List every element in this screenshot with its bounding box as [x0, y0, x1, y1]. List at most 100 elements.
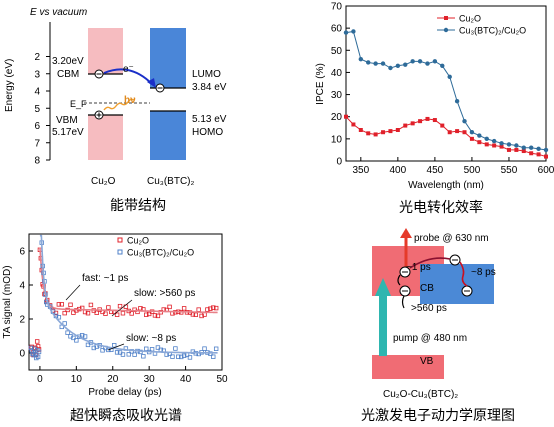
ipce-point [506, 147, 511, 152]
ta-point [205, 307, 210, 312]
ipce-x-tick-label: 350 [352, 165, 369, 176]
ipce-point [492, 143, 497, 148]
ta-point [211, 354, 216, 359]
ta-annot-slow-mof: slow: ~8 ps [126, 333, 176, 344]
ipce-point [358, 56, 364, 62]
ta-point [187, 355, 193, 360]
ipce-series-line [345, 116, 547, 158]
scheme-t1: ~1 ps [406, 262, 431, 273]
ta-fit-line [39, 234, 218, 354]
ta-chart: 0 10 20 30 40 50 0 2 4 6 Cu₂O Cu₃(BTC)₂/Cu₂O TA si… [2, 233, 228, 424]
ta-point [129, 349, 134, 354]
ipce-point [506, 142, 512, 147]
ta-point [79, 333, 85, 338]
pump-label: pump @ 480 nm [393, 333, 467, 344]
ipce-point [344, 114, 348, 119]
ipce-series [343, 29, 549, 159]
ta-point [120, 352, 126, 357]
ta-x-tick-label: 30 [144, 374, 156, 385]
ipce-point [514, 147, 519, 152]
ta-point [114, 350, 120, 355]
ta-point [68, 302, 73, 307]
mof-homo-band [150, 111, 186, 160]
energy-tick-label: 5 [34, 104, 40, 115]
scheme-mof-band [420, 264, 494, 304]
ipce-legend: Cu₂O Cu₃(BTC)₂/Cu₂O [437, 14, 526, 36]
ipce-x-tick-label: 500 [464, 165, 481, 176]
ta-y-tick-label: 4 [19, 281, 25, 292]
ta-point [123, 304, 129, 309]
ta-point [196, 307, 201, 312]
ta-point [211, 305, 216, 310]
cu2o-vbm-label: VBM [56, 115, 78, 126]
cu2o-vb-band [88, 115, 123, 160]
ipce-legend-label: Cu₃(BTC)₂/Cu₂O [459, 26, 526, 36]
ipce-point [395, 63, 401, 68]
ta-point [146, 311, 152, 317]
ta-point [36, 349, 42, 355]
energy-tick-label: 3 [34, 69, 40, 80]
ta-point [112, 343, 117, 348]
scheme-cu2o-vb [372, 355, 444, 379]
ta-series [28, 234, 219, 361]
ipce-point [432, 59, 438, 64]
ipce-legend-label: Cu₂O [459, 14, 481, 24]
ipce-point [366, 60, 371, 65]
ta-point [53, 310, 59, 316]
ta-legend-label: Cu₃(BTC)₂/Cu₂O [127, 248, 194, 258]
ta-x-label: Probe delay (ps) [88, 387, 161, 398]
kinetics-scheme: probe @ 630 nm pump @ 480 nm ~1 ps ~8 ps… [361, 228, 515, 424]
ta-point [213, 305, 219, 311]
ta-point [82, 334, 88, 339]
ta-point [62, 310, 67, 316]
ipce-point [499, 141, 504, 146]
ta-point [71, 335, 76, 341]
ta-point [114, 312, 120, 317]
ipce-x-label: Wavelength (nm) [408, 180, 484, 191]
ta-point [167, 304, 172, 310]
ta-point [100, 348, 105, 353]
ipce-point [477, 133, 482, 138]
ipce-series-line [345, 30, 547, 151]
photon-icon [103, 98, 135, 111]
cu2o-vbm-value: 5.17eV [52, 127, 84, 138]
ipce-point [381, 130, 386, 135]
ta-point [144, 346, 149, 351]
ipce-y-tick-label: 70 [331, 2, 343, 13]
ipce-y-tick-label: 0 [336, 157, 342, 168]
ta-annot-slow-cu2o: slow: >560 ps [134, 288, 195, 299]
ta-point [62, 321, 67, 326]
ipce-point [373, 132, 378, 137]
energy-top-label: E vs vacuum [30, 7, 87, 18]
ta-legend-marker [117, 249, 123, 255]
ta-legend-marker [117, 237, 123, 243]
scheme-caption: 光激发电子动力学原理图 [361, 407, 515, 424]
pump-arrow [375, 278, 391, 296]
ipce-point [351, 29, 356, 34]
ta-caption: 超快瞬态吸收光谱 [70, 408, 182, 424]
ta-point [35, 354, 41, 360]
scheme-t2: ~8 ps [471, 267, 496, 278]
ta-point [155, 313, 161, 319]
mof-lumo-value: 3.84 eV [192, 82, 227, 93]
ipce-point [425, 61, 430, 66]
ta-x-tick-label: 20 [107, 374, 119, 385]
ta-point [34, 339, 40, 344]
mof-lumo-band [150, 28, 186, 88]
ta-point [117, 303, 123, 309]
ipce-point [440, 63, 445, 68]
ta-point [132, 352, 137, 357]
ipce-point [469, 130, 475, 135]
ipce-point [432, 118, 437, 123]
energy-diagram: E vs vacuum 2 3 4 5 6 7 8 Energy (eV) E_F e⁻ h… [4, 7, 227, 214]
scheme-vb: VB [420, 356, 434, 367]
ta-point [173, 346, 178, 351]
mof-homo-label: HOMO [192, 127, 223, 138]
ipce-plot-frame [345, 5, 547, 162]
ta-point [85, 342, 91, 348]
ta-point [152, 313, 158, 318]
ipce-x-tick-label: 450 [427, 165, 444, 176]
ta-legend: Cu₂O Cu₃(BTC)₂/Cu₂O [117, 236, 194, 258]
ta-y-tick-label: 2 [19, 315, 25, 326]
ipce-point [491, 138, 497, 144]
